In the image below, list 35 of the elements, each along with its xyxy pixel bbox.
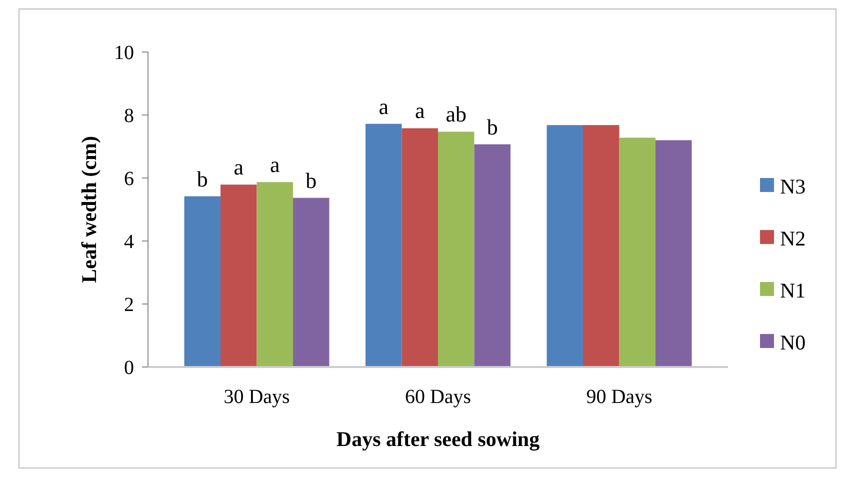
y-tick-label: 10 bbox=[114, 42, 134, 64]
data-label: a bbox=[414, 98, 425, 124]
bar bbox=[366, 124, 402, 367]
x-tick-label: 90 Days bbox=[586, 386, 653, 408]
y-tick-label: 4 bbox=[124, 231, 134, 253]
data-label: b bbox=[306, 168, 317, 193]
y-tick-label: 2 bbox=[124, 294, 134, 316]
bar bbox=[583, 125, 620, 367]
bar bbox=[293, 198, 330, 367]
bar bbox=[256, 182, 293, 367]
bar bbox=[474, 144, 510, 367]
bar bbox=[546, 125, 583, 367]
y-tick-label: 6 bbox=[124, 168, 134, 190]
bar bbox=[220, 184, 257, 367]
legend-label: N0 bbox=[780, 330, 806, 354]
legend-label: N2 bbox=[780, 226, 806, 250]
x-tick-label: 30 Days bbox=[224, 386, 290, 408]
bar bbox=[619, 138, 656, 367]
legend-label: N1 bbox=[780, 278, 806, 302]
y-tick-label: 8 bbox=[124, 105, 134, 127]
legend-label: N3 bbox=[780, 174, 806, 198]
y-tick-label: 0 bbox=[124, 357, 134, 379]
data-label: a bbox=[270, 152, 280, 178]
bar bbox=[184, 196, 220, 367]
y-axis-title: Leaf wedth (cm) bbox=[77, 136, 101, 283]
data-label: b bbox=[196, 166, 208, 192]
data-label: a bbox=[378, 94, 389, 119]
x-axis-title: Days after seed sowing bbox=[336, 427, 540, 451]
data-label: ab bbox=[446, 102, 467, 127]
x-tick-label: 60 Days bbox=[404, 386, 472, 408]
data-label: b bbox=[486, 114, 498, 140]
bar bbox=[438, 132, 474, 367]
bar bbox=[402, 128, 438, 367]
data-label: a bbox=[234, 154, 244, 180]
bar bbox=[656, 140, 692, 367]
